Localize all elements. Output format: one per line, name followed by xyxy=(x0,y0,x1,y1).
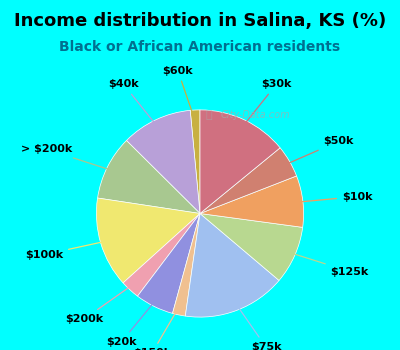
Wedge shape xyxy=(126,110,200,214)
Wedge shape xyxy=(200,110,280,214)
Text: Black or African American residents: Black or African American residents xyxy=(60,40,340,54)
Text: City-Data.com: City-Data.com xyxy=(221,110,290,120)
Wedge shape xyxy=(200,214,303,280)
Wedge shape xyxy=(172,214,200,316)
Text: $200k: $200k xyxy=(65,282,136,324)
Text: $125k: $125k xyxy=(286,251,369,276)
Wedge shape xyxy=(190,110,200,214)
Wedge shape xyxy=(96,198,200,283)
Text: $20k: $20k xyxy=(106,298,158,347)
Text: $30k: $30k xyxy=(241,79,292,129)
Wedge shape xyxy=(138,214,200,313)
Text: $10k: $10k xyxy=(293,191,372,203)
Text: $100k: $100k xyxy=(25,240,110,260)
Wedge shape xyxy=(200,176,304,228)
Text: ⦿: ⦿ xyxy=(205,110,212,120)
Wedge shape xyxy=(98,141,200,214)
Text: $60k: $60k xyxy=(163,66,195,120)
Wedge shape xyxy=(185,214,279,317)
Text: $150k: $150k xyxy=(133,305,180,350)
Text: $40k: $40k xyxy=(108,79,159,129)
Wedge shape xyxy=(123,214,200,296)
Text: Income distribution in Salina, KS (%): Income distribution in Salina, KS (%) xyxy=(14,12,386,30)
Text: $75k: $75k xyxy=(234,301,281,350)
Wedge shape xyxy=(200,148,296,214)
Text: $50k: $50k xyxy=(281,136,354,166)
Text: > $200k: > $200k xyxy=(21,144,116,172)
